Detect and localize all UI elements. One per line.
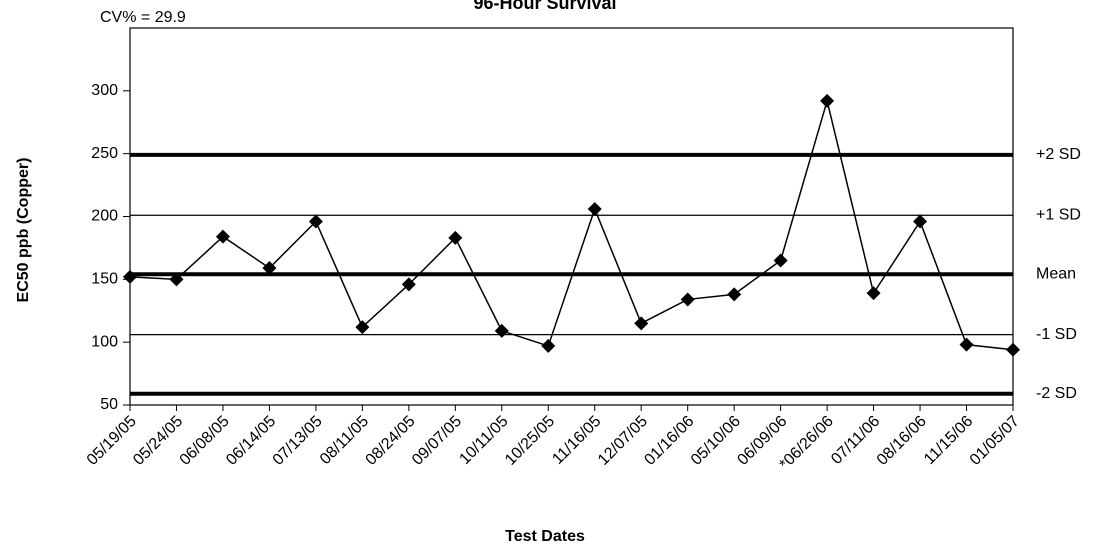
- x-tick-label: 10/11/05: [456, 413, 511, 468]
- y-tick-label: 200: [91, 208, 118, 225]
- plot-frame: [129, 27, 1014, 406]
- data-point: [541, 338, 556, 353]
- data-point: [587, 201, 602, 216]
- data-point: [355, 320, 370, 335]
- data-point: [494, 323, 509, 338]
- x-tick-label: 11/15/06: [921, 413, 976, 468]
- x-tick-label: 06/14/05: [223, 413, 279, 469]
- data-point: [820, 93, 835, 108]
- x-tick-label: 09/07/05: [409, 413, 465, 469]
- annotation: CV% = 29.9: [100, 9, 186, 26]
- data-point: [913, 214, 928, 229]
- data-line: [129, 97, 1014, 351]
- x-tick-label: 07/11/06: [828, 413, 883, 468]
- x-tick-label: 01/16/06: [641, 413, 697, 469]
- data-point: [262, 261, 277, 276]
- data-point: [959, 337, 974, 352]
- data-point: [401, 277, 416, 292]
- y-axis-label: EC50 ppb (Copper): [15, 158, 32, 303]
- reference-label: -1 SD: [1036, 326, 1077, 343]
- x-tick-label: 08/24/05: [363, 413, 419, 469]
- x-tick-label: 07/13/05: [270, 413, 326, 469]
- y-tick-label: 50: [100, 396, 118, 413]
- chart-title: 96-Hour Survival: [473, 0, 616, 13]
- x-tick-label: 08/16/06: [874, 413, 930, 469]
- data-point: [727, 287, 742, 302]
- data-point: [123, 269, 137, 284]
- reference-label: -2 SD: [1036, 385, 1077, 402]
- data-point: [634, 316, 649, 331]
- x-tick-label: 11/16/05: [549, 413, 604, 468]
- y-tick-label: 300: [91, 82, 118, 99]
- x-tick-label: 05/24/05: [130, 413, 186, 469]
- x-tick-label: 05/19/05: [84, 413, 140, 469]
- data-point: [448, 230, 463, 245]
- data-point: [680, 292, 695, 307]
- data-point: [169, 272, 184, 287]
- y-tick-label: 150: [91, 271, 118, 288]
- data-point: [308, 214, 323, 229]
- x-axis-label: Test Dates: [505, 528, 585, 545]
- reference-label: +1 SD: [1036, 206, 1081, 223]
- data-point: [1006, 342, 1020, 357]
- x-tick-label: 08/11/05: [317, 413, 372, 468]
- y-tick-label: 250: [91, 145, 118, 162]
- reference-label: +2 SD: [1036, 146, 1081, 163]
- x-tick-label: 06/08/05: [177, 413, 233, 469]
- x-tick-label: 05/10/06: [688, 413, 744, 469]
- data-point: [215, 229, 230, 244]
- x-tick-label: 12/07/05: [595, 413, 651, 469]
- data-point: [773, 253, 788, 268]
- data-point: [866, 286, 881, 301]
- x-tick-label: 10/25/05: [502, 413, 558, 469]
- y-tick-label: 100: [91, 333, 118, 350]
- x-tick-label: 01/05/07: [967, 413, 1023, 469]
- reference-label: Mean: [1036, 266, 1076, 283]
